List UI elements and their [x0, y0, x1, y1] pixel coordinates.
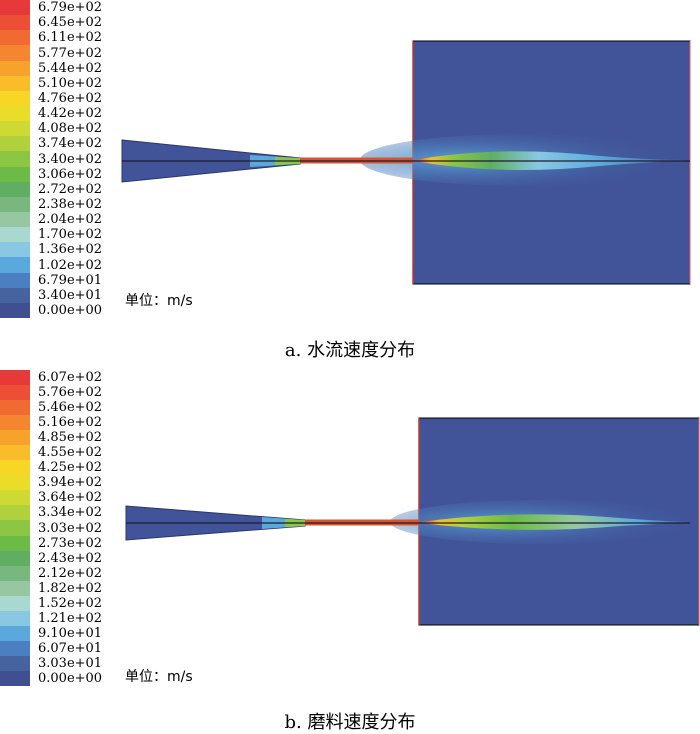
legend-label: 2.04e+02: [38, 212, 103, 228]
legend-label: 3.40e+01: [38, 287, 103, 303]
legend-swatch: [0, 655, 30, 672]
legend-swatch: [0, 90, 30, 107]
legend-swatch: [0, 460, 30, 476]
caption-b: b. 磨料速度分布: [284, 712, 416, 733]
legend-label: 1.52e+02: [38, 595, 103, 611]
legend-label: 5.10e+02: [38, 75, 103, 91]
legend-label: 4.42e+02: [38, 106, 103, 122]
legend-swatch: [0, 151, 30, 168]
legend-label: 4.25e+02: [38, 460, 103, 476]
velocity-contour-plot: [125, 417, 700, 626]
legend-swatch: [0, 0, 30, 16]
legend-swatch: [0, 227, 30, 243]
legend-swatch: [0, 166, 30, 183]
legend-label: 3.64e+02: [38, 490, 103, 506]
legend-label: 1.02e+02: [38, 257, 103, 273]
legend-label: 2.12e+02: [38, 565, 103, 581]
legend-label: 5.76e+02: [38, 385, 103, 401]
legend-swatch: [0, 30, 30, 46]
velocity-contour-plot: [121, 40, 691, 285]
legend-label: 3.03e+02: [38, 520, 103, 536]
legend-label: 3.40e+02: [38, 151, 103, 167]
legend-label: 6.07e+02: [38, 370, 103, 386]
legend-label: 4.76e+02: [38, 90, 103, 106]
legend-label: 2.43e+02: [38, 550, 103, 566]
legend-label: 1.21e+02: [38, 610, 103, 626]
unit-label: 单位：m/s: [125, 293, 193, 309]
legend-label: 5.44e+02: [38, 60, 103, 76]
legend-swatch: [0, 196, 30, 213]
legend-swatch: [0, 181, 30, 198]
jet-plume-core: [420, 514, 690, 530]
unit-label: 单位：m/s: [125, 669, 193, 685]
legend-swatch: [0, 370, 30, 386]
legend-swatch: [0, 242, 30, 258]
legend-swatch: [0, 550, 30, 567]
legend-label: 3.94e+02: [38, 475, 103, 491]
legend-label: 1.70e+02: [38, 227, 103, 243]
legend-label: 6.79e+02: [38, 0, 103, 16]
legend-swatch: [0, 257, 30, 274]
legend-label: 0.00e+00: [38, 670, 103, 686]
legend-label: 6.45e+02: [38, 15, 103, 31]
legend-label: 2.72e+02: [38, 181, 103, 197]
legend-label: 5.16e+02: [38, 415, 103, 431]
legend-label: 1.82e+02: [38, 580, 103, 596]
legend-swatch: [0, 595, 30, 612]
legend-label: 5.77e+02: [38, 45, 103, 61]
legend-swatch: [0, 640, 30, 657]
legend-swatch: [0, 505, 30, 521]
legend-swatch: [0, 302, 30, 319]
legend-label: 2.38e+02: [38, 196, 103, 212]
legend-swatch: [0, 535, 30, 552]
legend-label: 3.06e+02: [38, 166, 103, 182]
legend-swatch: [0, 385, 30, 401]
legend-swatch: [0, 670, 30, 687]
legend-swatch: [0, 212, 30, 228]
legend-label: 4.55e+02: [38, 445, 103, 461]
legend-label: 4.85e+02: [38, 430, 103, 446]
legend-swatch: [0, 565, 30, 582]
legend-swatch: [0, 287, 30, 304]
legend-swatch: [0, 60, 30, 77]
legend-label: 3.34e+02: [38, 505, 103, 521]
legend-label: 0.00e+00: [38, 302, 103, 318]
legend-swatch: [0, 106, 30, 122]
legend-swatch: [0, 75, 30, 92]
legend-swatch: [0, 415, 30, 431]
legend-swatch: [0, 445, 30, 461]
legend-swatch: [0, 45, 30, 62]
legend-swatch: [0, 580, 30, 597]
panel-water-velocity: 6.79e+02 6.45e+02 6.11e+02 5.77e+02 5.44e+02…: [0, 0, 700, 365]
legend-swatch: [0, 272, 30, 289]
legend-label: 6.11e+02: [38, 30, 103, 46]
panel-abrasive-velocity: 6.07e+02 5.76e+02 5.46e+02 5.16e+02 4.85e+02…: [0, 368, 700, 733]
legend-swatch: [0, 475, 30, 491]
legend-label: 6.07e+01: [38, 640, 103, 656]
legend-label: 4.08e+02: [38, 121, 103, 137]
legend-label: 9.10e+01: [38, 625, 103, 641]
legend-swatch: [0, 490, 30, 506]
legend-swatch: [0, 625, 30, 642]
legend-swatch: [0, 121, 30, 137]
legend-swatch: [0, 610, 30, 627]
legend-swatch: [0, 430, 30, 446]
legend-label: 3.03e+01: [38, 655, 103, 671]
legend-label: 5.46e+02: [38, 400, 103, 416]
legend-label: 3.74e+02: [38, 136, 103, 152]
legend-swatch: [0, 136, 30, 152]
legend-label: 6.79e+01: [38, 272, 103, 288]
legend-swatch: [0, 520, 30, 537]
legend-swatch: [0, 15, 30, 31]
legend-label: 1.36e+02: [38, 242, 103, 258]
caption-a: a. 水流速度分布: [284, 340, 416, 361]
legend-label: 2.73e+02: [38, 535, 103, 551]
legend-swatch: [0, 400, 30, 416]
